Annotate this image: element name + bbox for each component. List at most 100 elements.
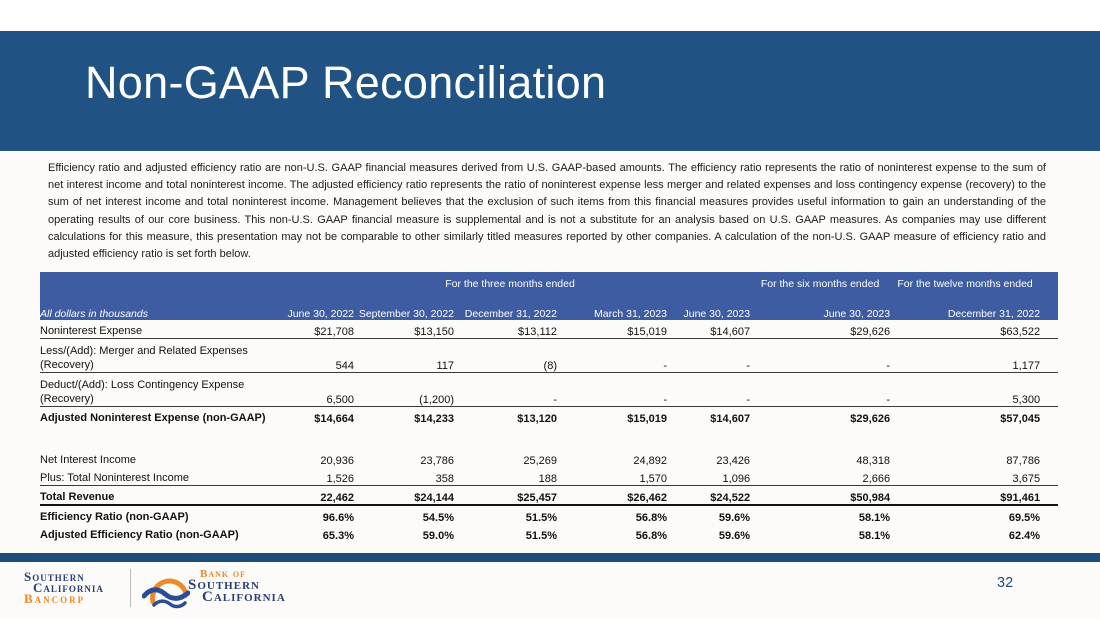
cell-value: $14,607 <box>710 413 751 425</box>
column-header: December 31, 2022 <box>454 296 557 320</box>
cell-value: $24,522 <box>667 485 751 506</box>
group-header: For the twelve months ended <box>890 272 1059 296</box>
cell-value: - <box>557 372 667 407</box>
cell-value: $29,626 <box>850 413 891 425</box>
cell-value: 69.5% <box>1008 512 1041 524</box>
cell-value: 48,318 <box>856 455 891 467</box>
corner-label: All dollars in thousands <box>40 296 270 320</box>
cell-value: 62.4% <box>1008 530 1041 542</box>
cell-value: 59.6% <box>718 512 751 524</box>
group-header-row: For the three months ended For the six mo… <box>40 272 1059 296</box>
cell-value: $13,120 <box>517 413 557 425</box>
cell-value: $15,019 <box>557 320 667 339</box>
spacer-cell <box>40 425 1058 449</box>
table-row: Plus: Total Noninterest Income 1,526 358 18… <box>40 467 1059 486</box>
cell-value: $14,664 <box>314 413 354 425</box>
cell-value: 65.3% <box>322 530 354 542</box>
footer-rule <box>0 553 1100 562</box>
row-label: Less/(Add): Merger and Related Expenses … <box>40 338 270 373</box>
cell-value: 51.5% <box>525 530 557 542</box>
bancorp-logo-line3: Bancorp <box>24 591 86 606</box>
bancorp-logo-line2: California <box>33 580 104 595</box>
bank-logo: Bank of Southern California <box>142 569 402 611</box>
cell-value: 25,269 <box>523 455 557 467</box>
row-label: Adjusted Efficiency Ratio (non-GAAP) <box>40 529 239 541</box>
cell-value: 23,786 <box>420 455 454 467</box>
row-label: Adjusted Noninterest Expense (non-GAAP) <box>40 412 266 424</box>
column-header: June 30, 2022 <box>270 296 354 320</box>
cell-value: $24,144 <box>354 485 454 506</box>
cell-value: $50,984 <box>750 485 891 506</box>
cell-value: 58.1% <box>858 530 891 542</box>
cell-value: 1,177 <box>890 338 1059 373</box>
cell-value: 1,096 <box>667 467 751 486</box>
table-row: Noninterest Expense $21,708 $13,150 $13,112… <box>40 320 1059 339</box>
cell-value: 56.8% <box>635 530 667 542</box>
cell-value: $57,045 <box>1000 413 1041 425</box>
cell-value: 87,786 <box>1006 455 1041 467</box>
cell-value: - <box>557 338 667 373</box>
cell-value: 59.6% <box>718 530 751 542</box>
cell-value: 358 <box>354 467 454 486</box>
cell-value: 2,666 <box>750 467 891 486</box>
bank-logo-top: Bank of <box>200 568 246 580</box>
cell-value: $29,626 <box>750 320 891 339</box>
column-header-row: All dollars in thousands June 30, 2022 Sep… <box>40 296 1059 320</box>
cell-value: 24,892 <box>633 455 667 467</box>
column-header: June 30, 2023 <box>750 296 891 320</box>
table-row: Efficiency Ratio (non-GAAP) 96.6% 54.5% 51.… <box>40 505 1058 524</box>
logo-divider <box>130 569 131 607</box>
cell-value: $26,462 <box>557 485 667 506</box>
cell-value: 54.5% <box>422 512 454 524</box>
cell-value: $25,457 <box>454 485 557 506</box>
cell-value: 96.6% <box>322 512 354 524</box>
cell-value: $14,607 <box>667 320 751 339</box>
cell-value: $13,112 <box>454 320 557 339</box>
cell-value: 1,570 <box>557 467 667 486</box>
table-row: Less/(Add): Merger and Related Expenses … <box>40 338 1059 373</box>
spacer-row <box>40 425 1058 449</box>
cell-value: 5,300 <box>890 372 1059 407</box>
cell-value: 22,462 <box>270 485 354 506</box>
cell-value: $63,522 <box>890 320 1059 339</box>
row-label: Deduct/(Add): Loss Contingency Expense (… <box>40 372 270 407</box>
reconciliation-table: For the three months ended For the six mo… <box>40 272 1059 542</box>
group-header-spacer <box>40 272 270 296</box>
table-body: Noninterest Expense $21,708 $13,150 $13,112… <box>40 320 1059 542</box>
cell-value: 23,426 <box>716 455 751 467</box>
cell-value: 117 <box>354 338 454 373</box>
bank-logo-middle: Southern <box>188 577 260 593</box>
cell-value: (8) <box>454 338 557 373</box>
row-label: Noninterest Expense <box>40 320 270 339</box>
cell-value: - <box>667 338 751 373</box>
cell-value: - <box>667 372 751 407</box>
cell-value: 3,675 <box>890 467 1059 486</box>
table-header: For the three months ended For the six mo… <box>40 272 1059 320</box>
group-header: For the six months ended <box>750 272 891 296</box>
table-row: Total Revenue 22,462 $24,144 $25,457 $26,462… <box>40 485 1059 506</box>
cell-value: - <box>750 338 891 373</box>
slide-title: Non-GAAP Reconciliation <box>85 57 607 108</box>
row-label: Total Revenue <box>40 485 270 506</box>
cell-value: $21,708 <box>270 320 354 339</box>
table-row: Adjusted Noninterest Expense (non-GAAP) $… <box>40 407 1058 425</box>
intro-paragraph: Efficiency ratio and adjusted efficiency… <box>48 162 1046 261</box>
group-header: For the three months ended <box>270 272 751 296</box>
cell-value: $15,019 <box>627 413 667 425</box>
column-header: June 30, 2023 <box>667 296 751 320</box>
bank-logo-bottom: California <box>202 589 286 605</box>
cell-value: 544 <box>270 338 354 373</box>
title-banner: Non-GAAP Reconciliation <box>0 31 1100 151</box>
column-header: March 31, 2023 <box>557 296 667 320</box>
cell-value: 6,500 <box>270 372 354 407</box>
cell-value: 1,526 <box>270 467 354 486</box>
table-row: Net Interest Income 20,936 23,786 25,269 24,… <box>40 449 1058 467</box>
row-label: Plus: Total Noninterest Income <box>40 467 270 486</box>
row-label: Efficiency Ratio (non-GAAP) <box>40 511 189 523</box>
cell-value: 20,936 <box>320 455 354 467</box>
page-number: 32 <box>997 575 1014 591</box>
cell-value: - <box>750 372 891 407</box>
bancorp-logo-line1: Southern <box>24 569 85 584</box>
cell-value: 58.1% <box>858 512 891 524</box>
